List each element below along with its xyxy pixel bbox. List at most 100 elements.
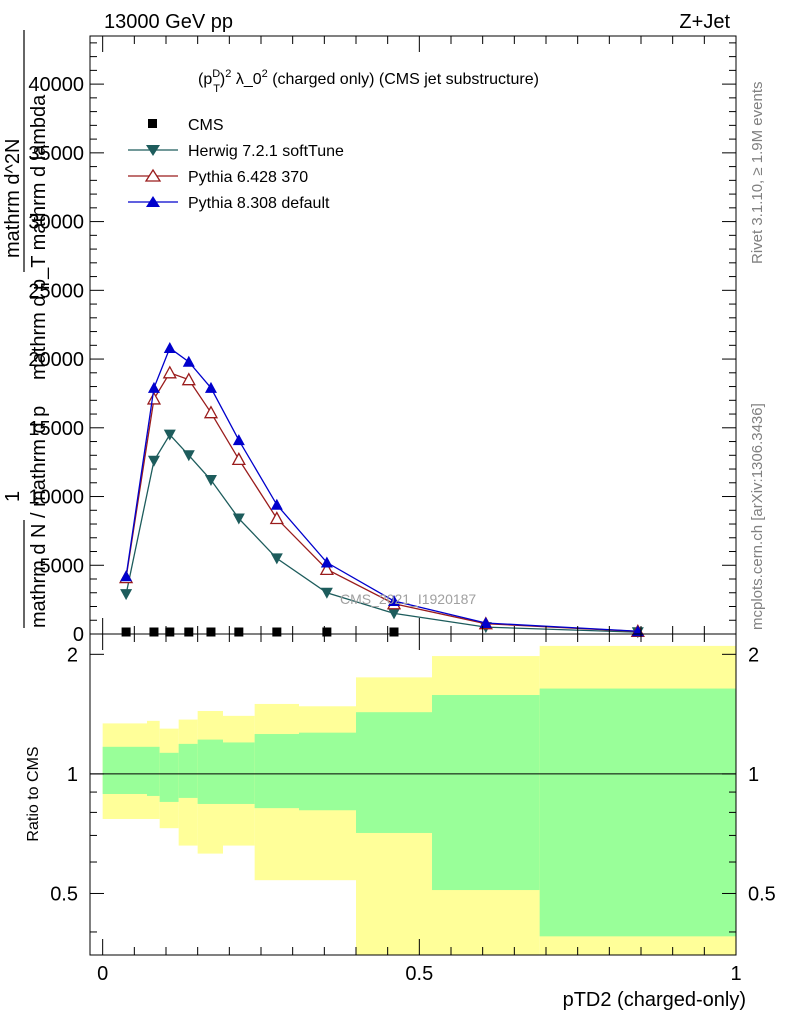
main-plot-panel: 0 5000 10000 15000 20000 25000 30000 35000 40000… (2, 30, 737, 646)
main-plot-marks (119, 342, 645, 639)
data-point-pythia6 (146, 391, 162, 405)
legend-item-pythia8: Pythia 8.308 default (128, 195, 330, 212)
y-label-line-4: mathrm d p_T mathrm d lambda (28, 94, 50, 380)
data-point-pythia6 (231, 452, 246, 466)
x-axis-label: pTD2 (charged-only) (563, 989, 746, 1011)
main-y-tick-label: 25000 (28, 280, 84, 302)
ratio-y-axis: 0.5 0.5 1 1 2 2 (50, 644, 776, 933)
data-point-pythia8 (320, 556, 333, 568)
main-y-tick-label: 20000 (28, 349, 84, 371)
data-point-pythia6 (203, 405, 219, 419)
ratio-inner-band (102, 746, 147, 794)
ratio-inner-band (254, 734, 299, 809)
ratio-inner-band (178, 743, 198, 798)
legend: CMS Herwig 7.2.1 softTune Pythia 6.428 3… (128, 117, 344, 212)
main-plot-frame (89, 35, 737, 635)
legend-item-herwig: Herwig 7.2.1 softTune (128, 143, 344, 160)
data-point-pythia6 (269, 511, 284, 525)
ratio-y-tick-label: 1 (67, 764, 78, 786)
legend-marker-pythia8 (146, 196, 160, 207)
data-point-pythia6 (162, 365, 177, 379)
data-point-pythia6 (319, 562, 334, 576)
ratio-inner-band (539, 688, 736, 937)
y-label-line-3: mathrm d^2N (2, 139, 24, 258)
main-y-tick-label: 0 (73, 624, 84, 646)
ratio-x-axis: 0 0.5 1 (97, 634, 742, 985)
ratio-y-tick-label-right: 0.5 (748, 883, 776, 905)
legend-label-pythia6: Pythia 6.428 370 (188, 169, 308, 186)
ratio-x-tick-label: 1 (730, 963, 741, 985)
data-point-pythia8 (204, 381, 217, 393)
process-label: Z+Jet (679, 11, 730, 33)
legend-marker-herwig (146, 145, 160, 156)
data-point-pythia6 (181, 372, 196, 386)
ratio-y-tick-label: 0.5 (50, 883, 78, 905)
legend-marker-cms (148, 119, 157, 128)
ratio-x-tick-label: 0.5 (405, 963, 433, 985)
series-cms (121, 627, 399, 637)
main-y-axis: 0 5000 10000 15000 20000 25000 30000 35000 40000 (28, 42, 736, 646)
ratio-inner-band (299, 732, 356, 811)
ratio-y-tick-label-right: 2 (748, 644, 759, 666)
series-line-pythia8 (125, 347, 638, 632)
ratio-frame (89, 633, 737, 956)
legend-label-pythia8: Pythia 8.308 default (188, 195, 330, 212)
data-point-pythia8 (147, 381, 160, 393)
main-y-tick-label: 5000 (40, 555, 85, 577)
ratio-inner-band (147, 746, 160, 796)
data-point-herwig (270, 553, 283, 565)
data-point-cms (322, 627, 332, 637)
data-point-cms (389, 627, 399, 637)
main-y-tick-label: 35000 (28, 143, 84, 165)
data-point-pythia8 (270, 498, 283, 510)
data-point-herwig (232, 513, 245, 525)
ratio-y-tick-label: 2 (67, 644, 78, 666)
data-point-cms (234, 627, 244, 637)
data-point-herwig (163, 429, 176, 441)
y-label-line-2: mathrm d N / mathrm d p (28, 406, 50, 628)
data-point-pythia8 (388, 595, 400, 607)
data-point-cms (184, 627, 194, 637)
data-point-cms (165, 627, 175, 637)
ratio-inner-band (159, 752, 179, 802)
legend-label-cms: CMS (188, 117, 224, 134)
data-point-cms (121, 627, 131, 637)
data-point-herwig (204, 475, 217, 487)
plot-title: (pD T)2 λ_02 (charged only) (CMS jet subs… (198, 68, 539, 95)
main-y-axis-label: 1 mathrm d N / mathrm d p mathrm d^2N ma… (2, 30, 50, 628)
data-point-cms (206, 627, 216, 637)
ratio-inner-band (356, 712, 432, 833)
data-point-herwig (120, 589, 133, 601)
beam-energy-label: 13000 GeV pp (104, 11, 233, 33)
y-label-line-1: 1 (2, 491, 24, 502)
data-point-cms (149, 627, 159, 637)
main-y-tick-label: 40000 (28, 74, 84, 96)
ratio-y-tick-label-right: 1 (748, 764, 759, 786)
data-point-pythia8 (120, 570, 133, 582)
ratio-y-label: Ratio to CMS (25, 746, 42, 841)
ratio-inner-band (432, 694, 540, 891)
data-point-pythia8 (479, 617, 492, 629)
ratio-x-tick-label: 0 (97, 963, 108, 985)
ratio-inner-band (197, 739, 223, 804)
analysis-label: CMS_2021_I1920187 (340, 591, 476, 607)
main-y-tick-label: 15000 (28, 418, 84, 440)
ratio-bands (102, 645, 736, 955)
main-y-tick-label: 10000 (28, 487, 84, 509)
legend-item-cms: CMS (148, 117, 224, 134)
data-point-pythia8 (232, 434, 245, 446)
rivet-version-label: Rivet 3.1.10, ≥ 1.9M events (749, 82, 766, 265)
data-point-herwig (320, 587, 333, 599)
legend-label-herwig: Herwig 7.2.1 softTune (188, 143, 344, 160)
ratio-panel: 0.5 0.51 12 2 0 0.5 1 Ratio to CMS pTD2 (char… (25, 633, 776, 1011)
data-point-herwig (388, 608, 400, 620)
main-x-ticks (102, 36, 737, 634)
data-point-herwig (182, 450, 195, 462)
data-point-herwig (147, 455, 160, 467)
main-y-tick-label: 30000 (28, 212, 84, 234)
ratio-inner-band (223, 742, 255, 804)
data-point-pythia8 (163, 342, 176, 354)
data-point-cms (272, 627, 282, 637)
legend-marker-pythia6 (144, 168, 162, 182)
